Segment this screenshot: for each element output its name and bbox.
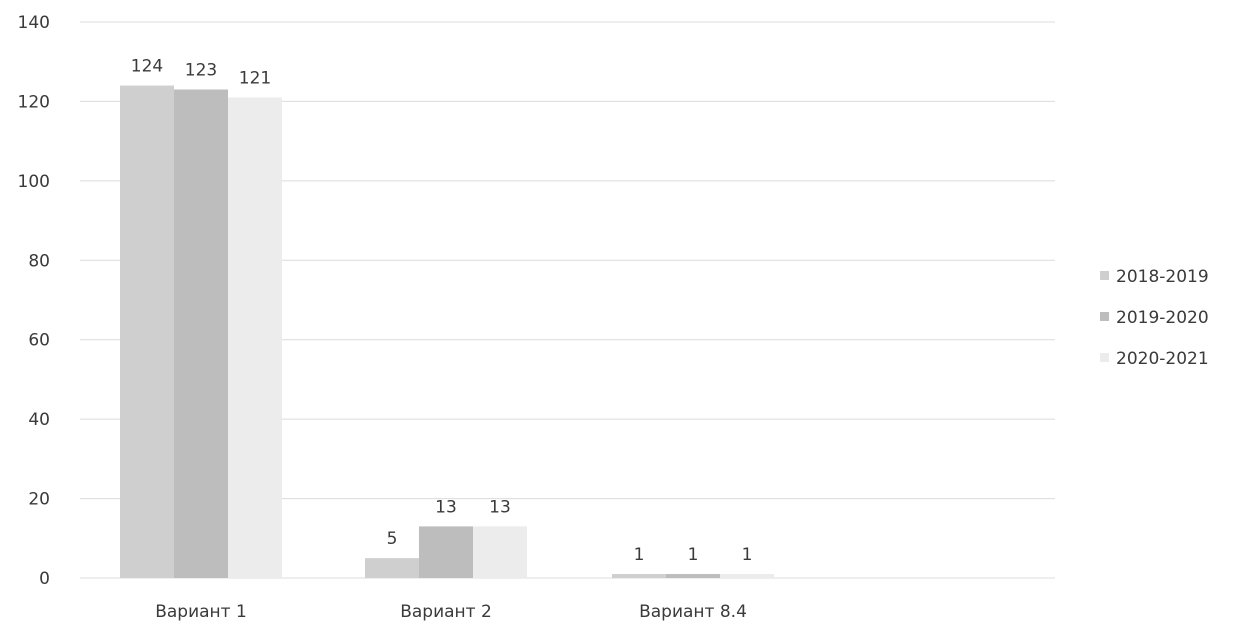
legend-swatch: [1100, 271, 1109, 280]
data-label: 1: [742, 545, 753, 565]
data-label: 1: [688, 545, 699, 565]
data-label: 124: [131, 57, 163, 77]
y-tick-label: 0: [39, 569, 50, 589]
legend-swatch: [1100, 353, 1109, 362]
bar: [174, 89, 228, 578]
legend-swatch: [1100, 312, 1109, 321]
legend-label: 2018-2019: [1116, 267, 1209, 287]
bar: [365, 558, 419, 578]
y-tick-label: 80: [28, 251, 50, 271]
x-category-label: Вариант 1: [155, 602, 247, 622]
bar: [666, 574, 720, 578]
bar: [473, 526, 527, 578]
data-label: 123: [185, 61, 217, 81]
x-category-label: Вариант 8.4: [639, 602, 747, 622]
data-label: 1: [634, 545, 645, 565]
legend-label: 2020-2021: [1116, 349, 1209, 369]
y-tick-label: 20: [28, 490, 50, 510]
data-label: 13: [489, 497, 511, 517]
bars: [120, 85, 774, 579]
data-label: 121: [239, 68, 271, 88]
bar: [720, 574, 774, 578]
bar: [120, 85, 174, 579]
bar: [612, 574, 666, 578]
data-label: 13: [435, 497, 457, 517]
data-label: 5: [387, 529, 398, 549]
y-tick-label: 120: [18, 92, 50, 112]
x-axis-categories: Вариант 1 Вариант 2 Вариант 8.4: [155, 602, 747, 622]
bar: [228, 97, 282, 578]
y-tick-label: 60: [28, 331, 50, 351]
bar: [419, 526, 473, 578]
data-labels: 124 5 1 123 13 1 121 13 1: [131, 57, 753, 565]
legend-label: 2019-2020: [1116, 308, 1209, 328]
legend: 2018-2019 2019-2020 2020-2021: [1100, 267, 1209, 369]
x-category-label: Вариант 2: [400, 602, 492, 622]
y-tick-label: 140: [18, 13, 50, 33]
y-tick-label: 100: [18, 172, 50, 192]
y-tick-label: 40: [28, 410, 50, 430]
y-axis-ticks: 0 20 40 60 80 100 120 140: [18, 13, 50, 589]
